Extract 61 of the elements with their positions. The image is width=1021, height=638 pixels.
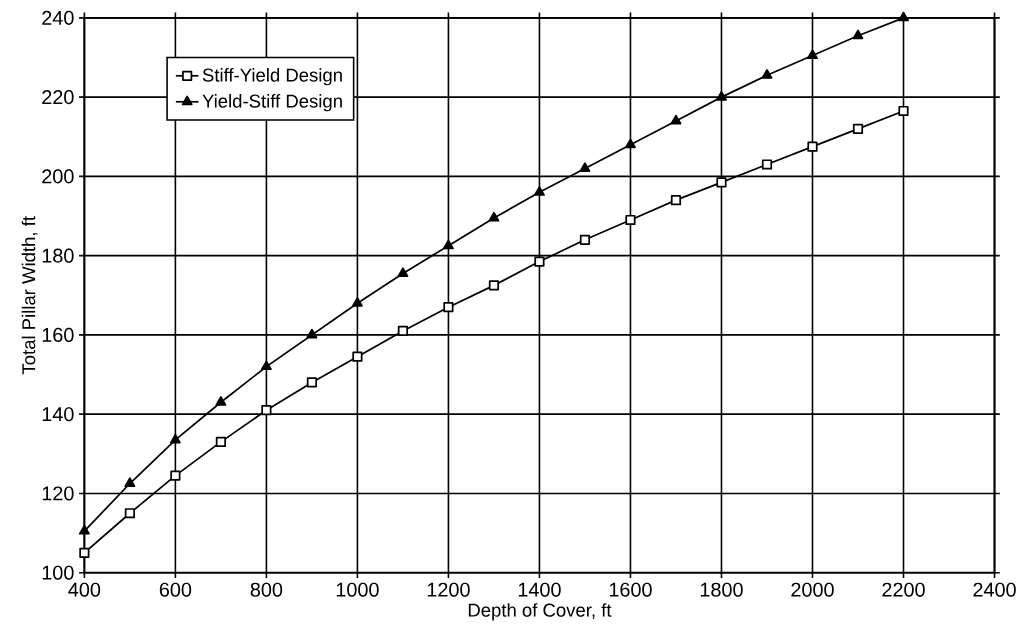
- x-tick-label: 600: [159, 582, 192, 597]
- point: [306, 377, 317, 388]
- point: [351, 296, 363, 307]
- point: [670, 194, 682, 206]
- point: [761, 159, 773, 170]
- y-tick-label: 180: [42, 248, 74, 263]
- y-tick-label: 200: [42, 169, 74, 184]
- x-tick-label: 2000: [791, 582, 834, 597]
- point: [397, 325, 409, 336]
- y-tick-label: 160: [42, 327, 74, 342]
- point: [78, 524, 90, 535]
- x-tick-label: 1200: [427, 582, 470, 597]
- y-tick-label: 140: [42, 407, 74, 422]
- point: [443, 301, 454, 313]
- point: [761, 69, 773, 79]
- point: [397, 267, 409, 277]
- point: [124, 477, 136, 487]
- point: [488, 280, 500, 291]
- point: [79, 547, 90, 558]
- point: [488, 211, 500, 222]
- x-tick-label: 1800: [700, 582, 743, 597]
- point: [670, 114, 682, 125]
- x-axis-title: Depth of Cover, ft: [468, 603, 612, 621]
- x-tick-label: 400: [68, 582, 101, 597]
- y-tick-label: 120: [42, 486, 74, 501]
- x-tick-label: 800: [250, 582, 283, 597]
- legend-label: Stiff-Yield Design: [202, 67, 342, 86]
- y-tick-label: 240: [42, 10, 74, 25]
- point: [534, 185, 545, 196]
- point: [807, 49, 818, 59]
- point: [716, 177, 727, 188]
- point: [579, 162, 591, 172]
- x-tick-label: 2400: [973, 582, 1016, 597]
- point: [306, 328, 318, 339]
- point: [169, 433, 181, 444]
- point: [898, 105, 909, 116]
- point: [625, 138, 636, 149]
- point: [852, 29, 864, 40]
- point: [170, 470, 181, 481]
- y-axis-title: Total Pillar Width, ft: [21, 216, 38, 375]
- point: [579, 234, 591, 245]
- x-tick-label: 1400: [518, 582, 561, 597]
- y-tick-label: 220: [42, 90, 74, 105]
- x-tick-label: 1000: [336, 582, 379, 597]
- point: [898, 11, 909, 22]
- point: [716, 90, 727, 101]
- x-tick-label: 1600: [609, 582, 652, 597]
- point: [534, 256, 545, 267]
- point: [807, 141, 818, 152]
- point: [215, 436, 226, 447]
- legend-label: Yield-Stiff Design: [202, 93, 342, 112]
- y-tick-label: 100: [42, 565, 74, 580]
- point: [124, 508, 135, 519]
- point: [852, 123, 864, 134]
- point: [352, 351, 363, 362]
- x-tick-label: 2200: [882, 582, 925, 597]
- point: [442, 239, 454, 250]
- point: [215, 396, 227, 406]
- point: [625, 214, 636, 225]
- point: [260, 360, 272, 371]
- point: [261, 405, 272, 416]
